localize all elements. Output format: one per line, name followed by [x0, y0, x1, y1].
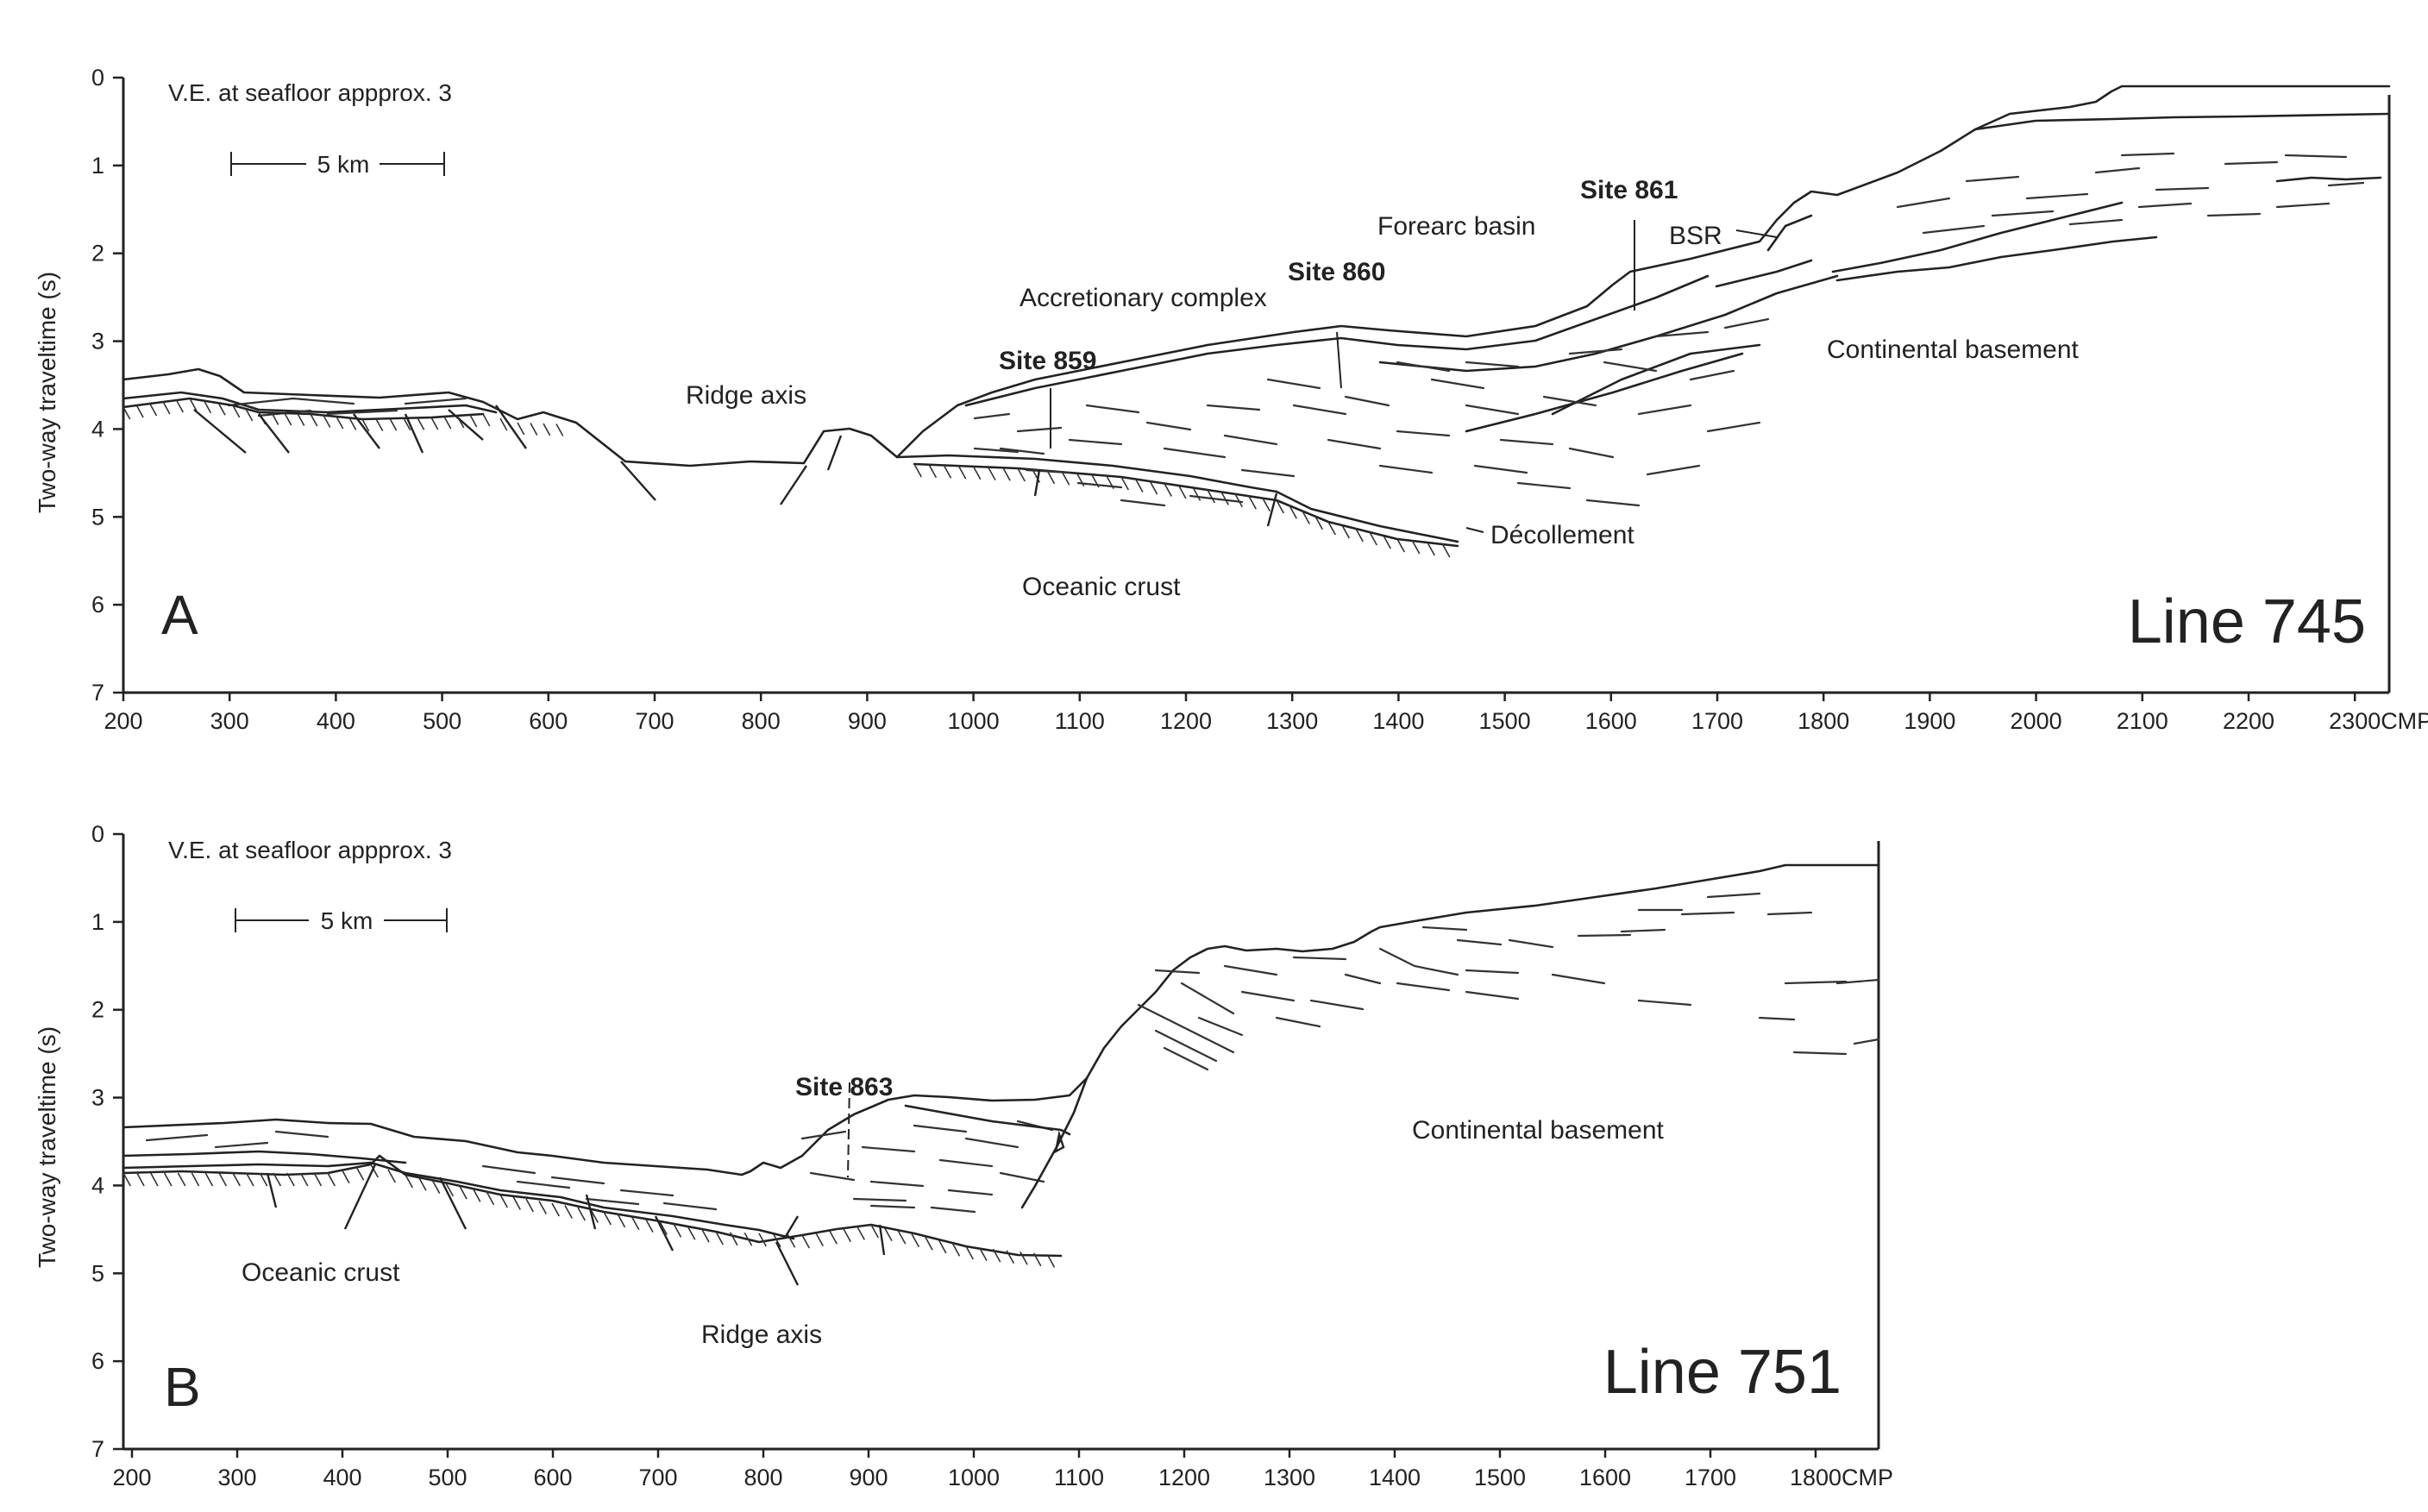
x-tick-label: 400 — [317, 708, 355, 734]
decollement-leader — [1465, 527, 1484, 533]
x-unit-label: CMP — [1841, 1465, 1893, 1490]
panel-b-line-751: 0 1 2 3 4 5 6 7 200 300 400 500 600 700 800 900 1000 110… — [34, 821, 1893, 1490]
panel-a-y-ticks: 0 1 2 3 4 5 6 7 — [91, 65, 123, 706]
x-tick-label: 1100 — [1055, 708, 1105, 734]
panel-a-y-axis-title: Two-way traveltime (s) — [34, 272, 60, 513]
x-tick-label: 2300 — [2329, 708, 2381, 734]
x-tick-label: 800 — [743, 1465, 782, 1490]
panel-a-geology — [122, 85, 2391, 558]
x-tick-label: 800 — [742, 708, 781, 734]
bsr-leader — [1735, 229, 1778, 238]
panel-a-ve-note: V.E. at seafloor appprox. 3 — [168, 79, 452, 106]
x-tick-label: 1800 — [1790, 1465, 1841, 1490]
continental-basement-label-a: Continental basement — [1827, 336, 2080, 364]
y-tick-label: 0 — [91, 821, 104, 847]
x-tick-label: 1300 — [1266, 708, 1318, 734]
x-tick-label: 500 — [423, 708, 461, 734]
panel-b-ve-note: V.E. at seafloor appprox. 3 — [168, 837, 452, 863]
y-tick-label: 2 — [91, 997, 104, 1023]
panel-b-y-axis-title: Two-way traveltime (s) — [34, 1026, 60, 1268]
y-tick-label: 1 — [91, 153, 104, 179]
y-tick-label: 2 — [91, 241, 104, 267]
x-tick-label: 900 — [848, 708, 887, 734]
site-859-label: Site 859 — [999, 347, 1096, 375]
x-tick-label: 1600 — [1579, 1465, 1631, 1490]
site-863-label: Site 863 — [795, 1073, 893, 1101]
x-tick-label: 2000 — [2011, 708, 2062, 734]
x-tick-label: 1600 — [1585, 708, 1637, 734]
panel-a-x-ticks: 200 300 400 500 600 700 800 900 1000 1100 1200 1300… — [104, 693, 2428, 734]
panel-b-scale-bar: 5 km — [235, 907, 448, 934]
accretionary-complex-label: Accretionary complex — [1020, 284, 1267, 312]
bsr-label: BSR — [1669, 222, 1722, 250]
ridge-axis-label-b: Ridge axis — [701, 1321, 822, 1349]
x-tick-label: 1200 — [1158, 1465, 1210, 1490]
y-tick-label: 6 — [91, 1348, 104, 1374]
panel-a-scale-label: 5 km — [317, 151, 370, 178]
x-tick-label: 1400 — [1372, 708, 1424, 734]
panel-b-line-name: Line 751 — [1603, 1338, 1841, 1407]
x-tick-label: 1200 — [1160, 708, 1212, 734]
x-tick-label: 300 — [217, 1465, 256, 1490]
x-tick-label: 2200 — [2223, 708, 2274, 734]
x-tick-label: 1000 — [948, 1465, 1000, 1490]
x-tick-label: 2100 — [2117, 708, 2168, 734]
site-860-label: Site 860 — [1288, 258, 1385, 286]
x-tick-label: 600 — [533, 1465, 572, 1490]
y-tick-label: 4 — [91, 1172, 104, 1198]
x-tick-label: 1500 — [1474, 1465, 1526, 1490]
x-tick-label: 1500 — [1479, 708, 1531, 734]
x-tick-label: 1100 — [1054, 1465, 1104, 1490]
site-860-marker — [1336, 331, 1342, 389]
x-tick-label: 1900 — [1904, 708, 1955, 734]
y-tick-label: 0 — [91, 65, 104, 91]
x-tick-label: 1300 — [1264, 1465, 1315, 1490]
x-tick-label: 1400 — [1369, 1465, 1421, 1490]
x-tick-label: 600 — [529, 708, 568, 734]
oceanic-crust-label-b: Oceanic crust — [242, 1258, 400, 1287]
panel-b-letter: B — [164, 1356, 201, 1418]
x-tick-label: 1700 — [1691, 708, 1743, 734]
y-tick-label: 1 — [91, 909, 104, 935]
x-tick-label: 1000 — [948, 708, 1000, 734]
x-tick-label: 1700 — [1685, 1465, 1736, 1490]
panel-a-scale-bar: 5 km — [230, 151, 445, 178]
y-tick-label: 7 — [91, 680, 104, 706]
panel-b-geology — [122, 863, 1880, 1286]
panel-b-scale-label: 5 km — [321, 907, 373, 934]
y-tick-label: 7 — [91, 1436, 104, 1462]
panel-b-x-ticks: 200 300 400 500 600 700 800 900 1000 1100 1200 1300… — [112, 1449, 1893, 1490]
decollement-label: Décollement — [1490, 521, 1634, 549]
x-tick-label: 700 — [635, 708, 674, 734]
x-tick-label: 900 — [849, 1465, 888, 1490]
y-tick-label: 5 — [91, 1260, 104, 1286]
site-861-label: Site 861 — [1580, 176, 1678, 204]
ridge-axis-label-a: Ridge axis — [686, 381, 806, 410]
site-863-marker — [847, 1082, 850, 1178]
x-tick-label: 200 — [104, 708, 142, 734]
y-tick-label: 4 — [91, 416, 104, 442]
y-tick-label: 3 — [91, 329, 104, 354]
forearc-basin-label: Forearc basin — [1377, 212, 1535, 241]
y-tick-label: 5 — [91, 504, 104, 530]
x-tick-label: 200 — [112, 1465, 151, 1490]
x-unit-label: CMP — [2381, 708, 2428, 734]
x-tick-label: 700 — [638, 1465, 677, 1490]
oceanic-crust-label-a: Oceanic crust — [1022, 573, 1181, 601]
panel-a-line-name: Line 745 — [2128, 587, 2366, 656]
x-tick-label: 500 — [428, 1465, 467, 1490]
x-tick-label: 400 — [323, 1465, 361, 1490]
y-tick-label: 6 — [91, 592, 104, 618]
y-tick-label: 3 — [91, 1085, 104, 1111]
x-tick-label: 1800 — [1797, 708, 1849, 734]
x-tick-label: 300 — [210, 708, 249, 734]
panel-a-letter: A — [161, 584, 198, 646]
panel-b-y-ticks: 0 1 2 3 4 5 6 7 — [91, 821, 123, 1462]
continental-basement-label-b: Continental basement — [1412, 1116, 1665, 1145]
panel-a-line-745: 0 1 2 3 4 5 6 7 200 300 400 500 600 700 800 900 1000 110… — [34, 65, 2428, 734]
